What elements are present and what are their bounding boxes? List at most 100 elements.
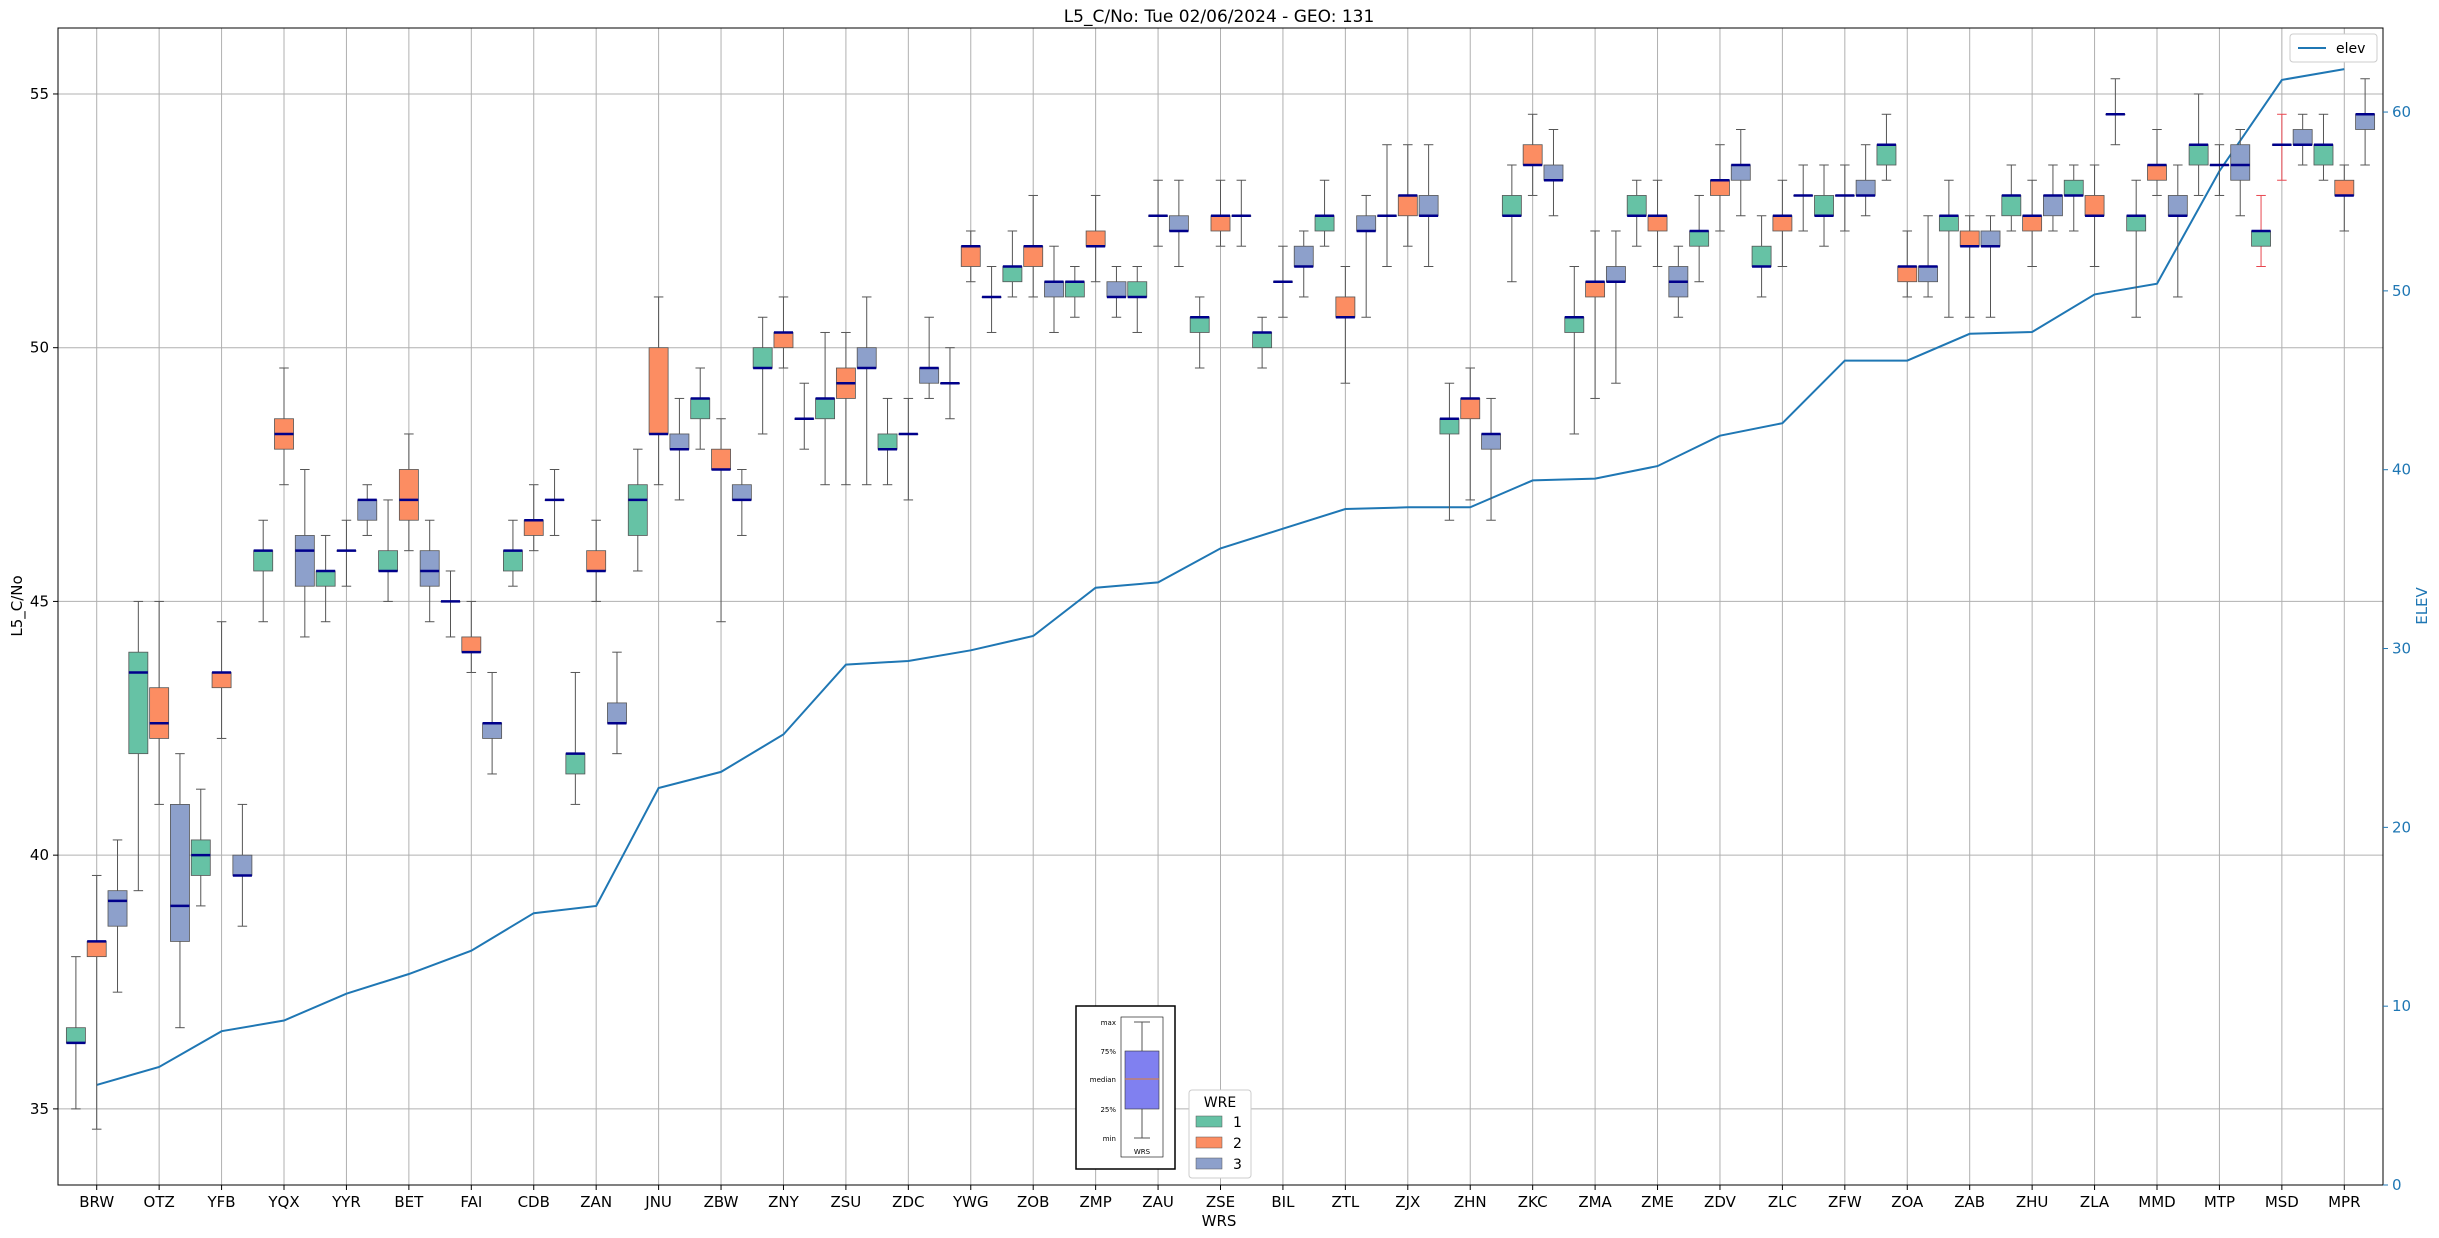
box-ZME-wre2 (1647, 179, 1668, 268)
key-xlabel: WRS (1134, 1148, 1151, 1156)
box-iqr (1439, 418, 1460, 435)
box-iqr (1335, 296, 1356, 318)
box-YWG-wre1 (940, 347, 960, 420)
box-ZSU-wre2 (835, 331, 856, 486)
box-ZFW-wre1 (1814, 164, 1834, 247)
key-label-median: median (1090, 1076, 1116, 1084)
box-iqr (211, 672, 232, 689)
box-iqr (960, 245, 981, 267)
box-iqr (1855, 179, 1876, 196)
x-tick-label: CDB (518, 1193, 550, 1211)
box-MTP-wre3 (2230, 128, 2251, 217)
box-OTZ-wre2 (149, 600, 170, 805)
box-JNU-wre1 (627, 448, 648, 572)
x-tick-label: ZAU (1142, 1193, 1174, 1211)
wre-legend-label-3: 3 (1233, 1157, 1242, 1173)
box-iqr (773, 332, 794, 349)
box-CDB-wre3 (544, 468, 565, 536)
grid (58, 28, 2383, 1185)
box-iqr (232, 854, 253, 876)
x-tick-label: ZDC (892, 1193, 924, 1211)
box-ZHU-wre3 (2043, 164, 2063, 232)
box-ZSE-wre2 (1210, 179, 1231, 247)
box-iqr (482, 722, 503, 739)
y-tick-label: 35 (30, 1100, 49, 1118)
x-tick-label: ZMA (1578, 1193, 1612, 1211)
box-ZLC-wre2 (1772, 179, 1793, 268)
x-tick-label: ZMP (1080, 1193, 1112, 1211)
box-ZDV-wre2 (1710, 144, 1730, 232)
box-ZLC-wre3 (1793, 164, 1814, 232)
box-JNU-wre3 (669, 397, 690, 501)
x-tick-label: ZAN (580, 1193, 612, 1211)
box-iqr (128, 651, 149, 755)
box-iqr (2147, 164, 2167, 181)
box-ZTL-wre1 (1314, 179, 1335, 247)
box-iqr (1772, 215, 1793, 232)
box-ZLC-wre1 (1751, 215, 1772, 298)
x-tick-label: ZHN (1454, 1193, 1487, 1211)
x-tick-label: ZSU (831, 1193, 862, 1211)
box-ZAB-wre1 (1938, 179, 1959, 318)
box-ZAN-wre2 (586, 519, 607, 602)
box-iqr (1064, 281, 1085, 298)
box-iqr (294, 535, 315, 587)
box-ZTL-wre3 (1356, 194, 1377, 318)
box-ZKC-wre2 (1522, 113, 1543, 196)
box-MSD-wre1 (2251, 194, 2271, 268)
box-iqr (357, 499, 378, 521)
box-iqr (1189, 316, 1210, 333)
box-iqr (1252, 332, 1273, 349)
box-YFB-wre3 (232, 803, 253, 927)
box-YYR-wre1 (315, 534, 336, 623)
box-ZBW-wre1 (690, 367, 711, 450)
wre-legend-swatch-3 (1195, 1157, 1223, 1170)
box-iqr (190, 839, 211, 876)
box-ZAU-wre1 (1127, 266, 1148, 333)
box-iqr (1106, 281, 1127, 298)
x-tick-label: ZHU (2016, 1193, 2049, 1211)
box-ZJX-wre2 (1397, 144, 1418, 247)
box-ZMP-wre3 (1106, 266, 1127, 318)
x-tick-label: YWG (952, 1193, 989, 1211)
box-YQX-wre1 (253, 519, 274, 623)
box-ZSU-wre1 (815, 331, 836, 486)
box-iqr (1689, 230, 1710, 247)
box-BRW-wre3 (107, 839, 128, 993)
box-iqr (2001, 195, 2022, 217)
box-ZOA-wre2 (1897, 230, 1918, 298)
box-iqr (815, 398, 836, 420)
box-iqr (1397, 195, 1418, 217)
box-iqr (86, 941, 107, 958)
box-ZOB-wre1 (1002, 230, 1023, 298)
elev-line (96, 68, 2345, 1086)
box-iqr (856, 347, 877, 369)
box-iqr (1647, 215, 1668, 232)
x-tick-label: BET (394, 1193, 424, 1211)
box-iqr (1876, 144, 1897, 166)
box-YYR-wre2 (336, 519, 357, 587)
box-iqr (2251, 230, 2271, 247)
box-ZOB-wre3 (1044, 245, 1064, 333)
box-iqr (2043, 195, 2063, 217)
box-iqr (2230, 144, 2251, 181)
x-axis-label: WRS (1202, 1212, 1237, 1230)
box-ZDV-wre3 (1730, 128, 1751, 217)
box-iqr (461, 636, 482, 653)
box-ZHU-wre2 (2022, 179, 2043, 268)
box-ZME-wre1 (1626, 179, 1647, 247)
box-iqr (1314, 215, 1335, 232)
box-ZHU-wre1 (2001, 164, 2022, 232)
box-BRW-wre2 (86, 874, 107, 1130)
box-YWG-wre3 (981, 266, 1002, 333)
box-iqr (919, 367, 940, 384)
key-plot-frame (1120, 1016, 1164, 1158)
box-ZAB-wre2 (1959, 215, 1980, 318)
x-tick-label: YFB (207, 1193, 236, 1211)
box-iqr (1585, 281, 1606, 298)
box-iqr (315, 570, 336, 587)
x-tick-label: MMD (2138, 1193, 2175, 1211)
box-ZSE-wre1 (1189, 296, 1210, 369)
box-iqr (1501, 195, 1522, 217)
box-iqr (627, 484, 648, 536)
